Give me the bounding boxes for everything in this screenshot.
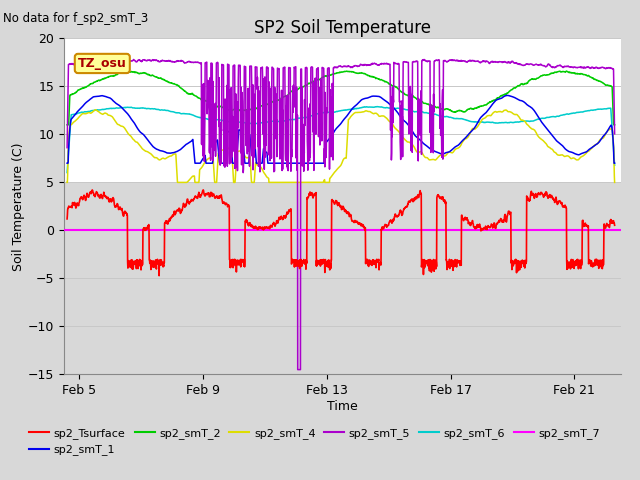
Title: SP2 Soil Temperature: SP2 Soil Temperature <box>254 19 431 37</box>
Bar <box>64 182 621 374</box>
Y-axis label: Soil Temperature (C): Soil Temperature (C) <box>12 142 25 271</box>
X-axis label: Time: Time <box>327 400 358 413</box>
Legend: sp2_Tsurface, sp2_smT_1, sp2_smT_2, sp2_smT_4, sp2_smT_5, sp2_smT_6, sp2_smT_7: sp2_Tsurface, sp2_smT_1, sp2_smT_2, sp2_… <box>25 424 605 460</box>
Text: TZ_osu: TZ_osu <box>78 57 127 70</box>
Text: No data for f_sp2_smT_3: No data for f_sp2_smT_3 <box>3 12 148 25</box>
